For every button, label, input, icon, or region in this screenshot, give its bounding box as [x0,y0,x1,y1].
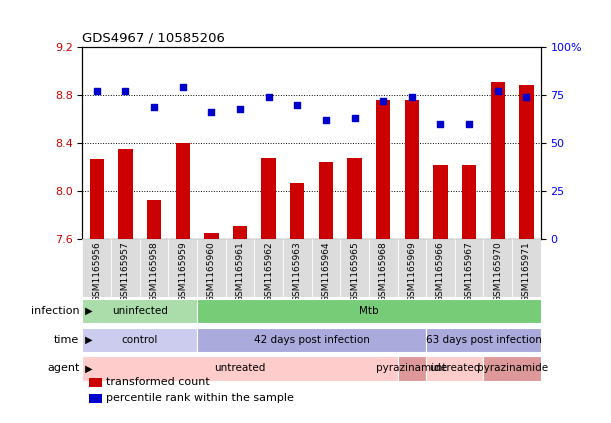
Point [493,88,503,95]
Bar [319,162,333,239]
Point [92,88,101,95]
Point [378,97,388,104]
Bar [290,183,304,239]
Point [349,115,359,121]
Bar [140,239,169,297]
Text: GSM1165960: GSM1165960 [207,241,216,302]
Text: 42 days post infection: 42 days post infection [254,335,370,345]
Bar [433,165,448,239]
Text: GSM1165967: GSM1165967 [464,241,474,302]
Bar [119,149,133,239]
Point [235,105,245,112]
Bar [90,159,104,239]
Bar [283,239,312,297]
Bar [376,100,390,239]
Text: transformed count: transformed count [106,377,210,387]
Bar [483,356,541,381]
Text: GSM1165971: GSM1165971 [522,241,531,302]
Text: GSM1165961: GSM1165961 [235,241,244,302]
Bar [491,82,505,239]
Bar [111,239,140,297]
Point [522,93,532,100]
Text: uninfected: uninfected [112,306,167,316]
Text: GSM1165962: GSM1165962 [264,241,273,302]
Point [207,109,216,116]
Text: GSM1165966: GSM1165966 [436,241,445,302]
Bar [169,239,197,297]
Point [436,121,445,127]
Text: control: control [122,335,158,345]
Point [293,102,302,108]
Text: ▶: ▶ [82,335,92,345]
Text: agent: agent [47,363,79,374]
Text: GSM1165969: GSM1165969 [408,241,416,302]
Text: GSM1165970: GSM1165970 [493,241,502,302]
Point [149,103,159,110]
Text: untreated: untreated [214,363,266,374]
Text: GSM1165959: GSM1165959 [178,241,187,302]
Text: time: time [54,335,79,345]
Bar [426,239,455,297]
Bar [82,239,111,297]
Bar [82,327,197,352]
Bar [462,165,477,239]
Bar [369,239,398,297]
Bar [204,233,219,239]
Text: GSM1165964: GSM1165964 [321,241,331,302]
Bar [455,239,483,297]
Text: percentile rank within the sample: percentile rank within the sample [106,393,293,404]
Text: GSM1165965: GSM1165965 [350,241,359,302]
Bar [512,239,541,297]
Bar [426,327,541,352]
Text: untreated: untreated [429,363,480,374]
Point [321,117,331,124]
Bar [398,239,426,297]
Text: GSM1165956: GSM1165956 [92,241,101,302]
Bar [147,200,161,239]
Bar [404,100,419,239]
Bar [312,239,340,297]
Point [120,88,130,95]
Point [464,121,474,127]
Text: Mtb: Mtb [359,306,379,316]
Bar [197,239,225,297]
Bar [340,239,369,297]
Bar [233,226,247,239]
Bar [483,239,512,297]
Text: ▶: ▶ [82,363,92,374]
Bar [398,356,426,381]
Text: pyrazinamide: pyrazinamide [376,363,447,374]
Bar [197,299,541,323]
Text: GSM1165968: GSM1165968 [379,241,388,302]
Text: 63 days post infection: 63 days post infection [425,335,541,345]
Point [178,84,188,91]
Bar [175,143,190,239]
Point [407,93,417,100]
Bar [254,239,283,297]
Bar [197,327,426,352]
Text: GDS4967 / 10585206: GDS4967 / 10585206 [82,31,225,44]
Bar [82,299,197,323]
Bar [262,158,276,239]
Point [264,93,274,100]
Bar [82,356,398,381]
Bar [519,85,533,239]
Text: ▶: ▶ [82,306,92,316]
Text: infection: infection [31,306,79,316]
Text: GSM1165963: GSM1165963 [293,241,302,302]
Text: GSM1165958: GSM1165958 [150,241,159,302]
Bar [426,356,483,381]
Bar [225,239,254,297]
Bar [348,158,362,239]
Text: GSM1165957: GSM1165957 [121,241,130,302]
Text: pyrazinamide: pyrazinamide [477,363,547,374]
